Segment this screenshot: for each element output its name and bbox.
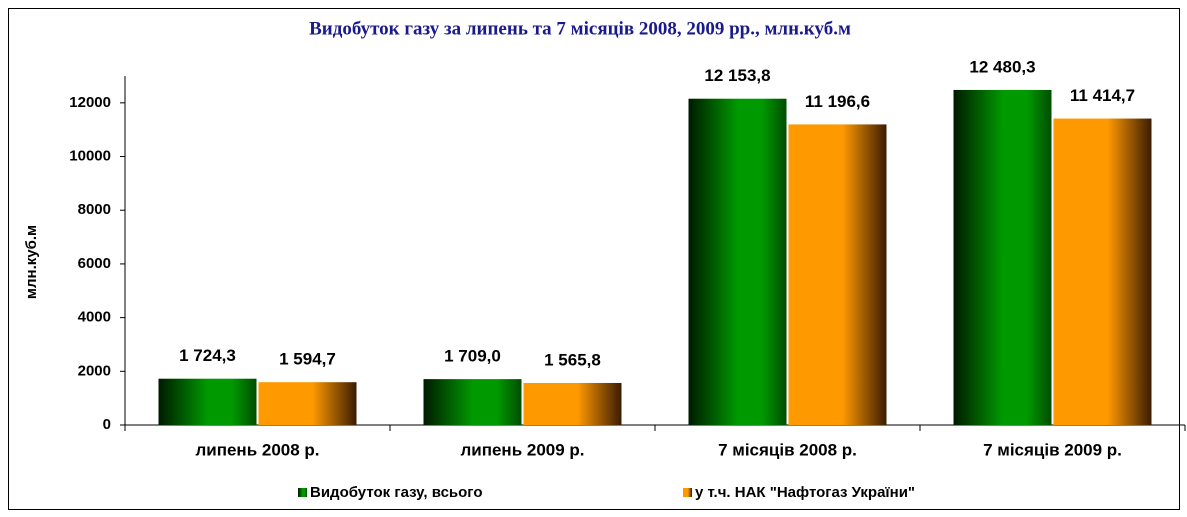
bar xyxy=(953,89,1052,426)
y-tick-label: 4000 xyxy=(78,309,111,326)
legend-label: Видобуток газу, всього xyxy=(310,484,483,501)
value-label: 12 480,3 xyxy=(969,57,1035,76)
value-label: 1 724,3 xyxy=(179,346,236,365)
bar xyxy=(788,124,887,425)
y-tick-label: 2000 xyxy=(78,362,111,379)
value-label: 1 565,8 xyxy=(544,350,601,369)
value-label: 1 709,0 xyxy=(444,347,501,366)
value-label: 11 196,6 xyxy=(805,92,870,111)
bar xyxy=(258,382,357,425)
value-label: 11 414,7 xyxy=(1070,86,1135,105)
value-label: 12 153,8 xyxy=(704,66,770,85)
bar xyxy=(523,382,622,425)
y-tick-label: 0 xyxy=(103,416,111,433)
bar xyxy=(158,378,257,425)
x-tick-label: липень 2008 р. xyxy=(195,440,319,459)
y-tick-label: 8000 xyxy=(78,201,111,218)
y-tick-label: 12000 xyxy=(69,94,111,111)
y-tick-label: 6000 xyxy=(78,255,111,272)
y-axis-label: млн.куб.м xyxy=(23,225,40,299)
value-label: 1 594,7 xyxy=(279,350,336,369)
legend-swatch xyxy=(298,488,307,497)
chart-title: Видобуток газу за липень та 7 місяців 20… xyxy=(309,18,851,39)
y-tick-label: 10000 xyxy=(69,148,111,165)
legend-label: у т.ч. НАК "Нафтогаз України" xyxy=(695,484,915,501)
x-tick-label: липень 2009 р. xyxy=(460,440,584,459)
x-tick-label: 7 місяців 2008 р. xyxy=(718,440,857,459)
bar xyxy=(423,379,522,425)
x-tick-label: 7 місяців 2009 р. xyxy=(983,440,1122,459)
legend-swatch xyxy=(683,488,692,497)
bar xyxy=(688,98,787,425)
bar xyxy=(1053,118,1152,425)
